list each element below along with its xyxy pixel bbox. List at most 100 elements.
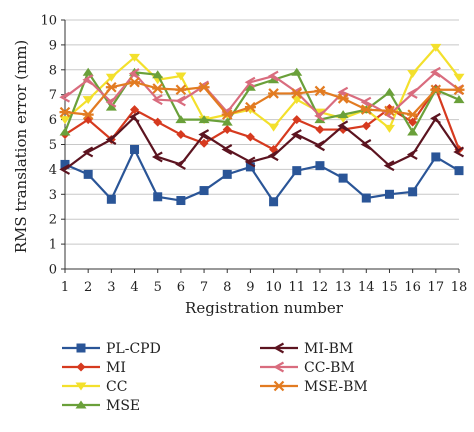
data-point (314, 110, 325, 122)
data-point (408, 117, 418, 127)
data-point (360, 96, 372, 108)
y-tick-label: 8 (49, 63, 57, 78)
y-tick-label: 2 (49, 213, 57, 228)
data-point (105, 81, 117, 93)
x-tick-label: 8 (223, 280, 231, 295)
data-point (82, 96, 94, 105)
x-tick-label: 7 (200, 280, 208, 295)
data-point (198, 115, 210, 124)
data-point (153, 117, 163, 127)
x-tick-label: 3 (107, 280, 115, 295)
legend-label: PL-CPD (106, 341, 161, 357)
data-point (130, 105, 140, 115)
series-mi-bm (59, 111, 465, 175)
data-point (59, 127, 71, 136)
data-point (176, 196, 186, 206)
x-tick-label: 4 (130, 280, 138, 295)
x-tick-label: 14 (358, 280, 375, 295)
x-tick-label: 9 (246, 280, 254, 295)
data-point (430, 43, 442, 52)
data-point (82, 74, 94, 86)
y-tick-label: 3 (49, 188, 57, 203)
data-point (105, 102, 117, 111)
data-point (430, 66, 441, 78)
data-point (151, 94, 163, 106)
data-point (337, 120, 349, 132)
x-tick-label: 5 (154, 280, 162, 295)
x-tick-label: 15 (381, 280, 398, 295)
legend-item: MI (62, 360, 126, 376)
data-point (338, 173, 348, 183)
data-point (82, 109, 94, 120)
y-tick-label: 6 (49, 113, 57, 128)
data-point (337, 93, 349, 104)
x-tick-label: 10 (265, 280, 282, 295)
data-point (59, 106, 71, 118)
data-point (269, 197, 279, 207)
x-tick-label: 6 (177, 280, 185, 295)
data-point (244, 82, 256, 91)
x-tick-label: 13 (335, 280, 352, 295)
data-point (175, 72, 187, 81)
data-point (129, 76, 141, 88)
y-tick-label: 5 (49, 138, 57, 153)
y-axis-label: RMS translation error (mm) (12, 40, 30, 254)
series-mse-bm (59, 76, 465, 120)
y-tick-labels: 0 1 2 3 4 5 6 7 8 9 10 (40, 14, 57, 278)
x-tick-label: 17 (428, 280, 445, 295)
y-tick-label: 4 (49, 163, 57, 178)
data-point (199, 186, 209, 196)
data-point (175, 95, 186, 107)
data-point (128, 111, 140, 123)
data-point (244, 101, 256, 113)
data-point (314, 140, 325, 152)
data-point (361, 121, 371, 131)
data-point (292, 115, 302, 125)
data-point (291, 88, 303, 99)
data-point (153, 192, 163, 202)
legend-item: MSE-BM (260, 379, 368, 395)
x-tick-label: 16 (404, 280, 421, 295)
data-point (291, 129, 302, 140)
x-tick-label: 11 (288, 280, 305, 295)
data-point (361, 193, 371, 203)
data-point (245, 162, 255, 172)
legend-marker (75, 400, 87, 409)
data-point (430, 112, 441, 124)
data-point (83, 169, 93, 179)
legend-label: MI-BM (304, 341, 353, 357)
data-point (129, 53, 141, 62)
legend-marker (273, 361, 285, 373)
data-point (407, 70, 419, 79)
legend-label: MI (106, 360, 126, 376)
data-point (175, 158, 186, 170)
data-point (406, 87, 418, 99)
data-point (105, 73, 117, 82)
data-point (152, 70, 164, 79)
data-point (152, 83, 164, 94)
data-point (383, 160, 395, 172)
data-point (384, 189, 394, 199)
legend-marker (75, 382, 87, 391)
x-tick-labels: 1 2 3 4 5 6 7 8 9 10 11 12 13 14 15 16 17 18 (61, 280, 467, 295)
data-point (222, 125, 232, 135)
data-point (106, 194, 116, 204)
data-point (453, 95, 465, 104)
data-point (221, 117, 233, 126)
data-point (360, 104, 372, 115)
legend-label: CC (106, 379, 127, 395)
y-tick-label: 9 (49, 38, 57, 53)
data-point (244, 156, 256, 168)
data-point (453, 73, 465, 82)
data-point (176, 130, 186, 140)
legend-item: CC-BM (260, 360, 355, 376)
data-point (199, 138, 209, 148)
data-point (268, 123, 280, 132)
data-point (267, 70, 279, 82)
data-point (314, 108, 326, 117)
data-point (407, 109, 419, 120)
data-point (291, 67, 303, 76)
data-point (430, 84, 442, 95)
x-tick-label: 1 (61, 280, 69, 295)
data-point (383, 87, 395, 96)
